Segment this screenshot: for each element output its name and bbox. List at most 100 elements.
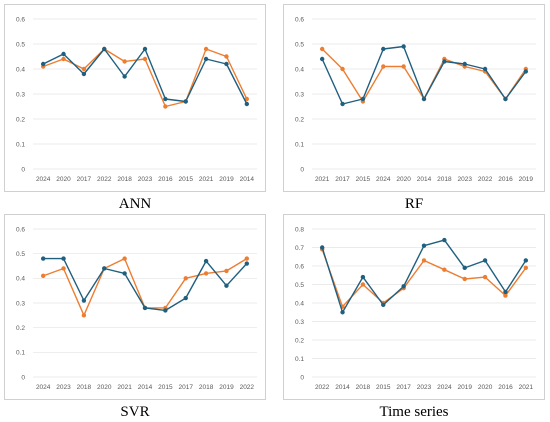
- svr-data-point-orange: [81, 313, 87, 318]
- svr-data-point-blue: [122, 271, 127, 276]
- ann-x-tick-label: 2022: [97, 176, 112, 183]
- time-series-x-tick-label: 2022: [315, 384, 330, 391]
- ann-data-point-blue: [224, 61, 229, 67]
- time-series-data-point-blue: [421, 243, 427, 248]
- time-series-y-tick-label: 0.1: [295, 356, 304, 363]
- ann-x-tick-label: 2021: [199, 176, 214, 183]
- svr-y-tick-label: 0: [21, 374, 25, 381]
- time-series-y-tick-label: 0.6: [295, 263, 304, 270]
- time-series-series-line-blue: [321, 239, 527, 314]
- ann-x-tick-label: 2015: [178, 176, 193, 183]
- rf-y-tick-label: 0.2: [295, 116, 304, 123]
- ann-data-point-blue: [183, 99, 188, 104]
- rf-x-tick-label: 2014: [417, 176, 432, 183]
- ann-data-point-blue: [81, 71, 87, 77]
- rf-y-tick-label: 0.1: [295, 141, 304, 148]
- time-series-y-tick-label: 0.2: [295, 337, 304, 344]
- time-series-data-point-orange: [462, 276, 467, 282]
- rf-data-point-blue: [523, 69, 529, 74]
- time-series-x-tick-label: 2023: [417, 384, 432, 391]
- time-series-x-tick-label: 2016: [498, 384, 513, 391]
- ann-data-point-blue: [61, 51, 66, 57]
- rf-y-tick-label: 0.4: [295, 66, 304, 73]
- svr-data-point-blue: [163, 308, 168, 313]
- chart-ann: 0 0.1 0.2 0.3 0.4 0.5 0.6 2024 2020 2017 2022 2018 2…: [16, 16, 257, 183]
- ann-y-tick-label: 0.2: [16, 116, 25, 123]
- svr-x-tick-label: 2023: [56, 384, 71, 391]
- svr-data-point-blue: [244, 261, 250, 266]
- svr-y-tick-label: 0.4: [16, 276, 25, 283]
- rf-y-tick-label: 0.5: [295, 41, 304, 48]
- caption-rf: RF: [404, 196, 424, 212]
- svr-data-point-orange: [224, 268, 229, 274]
- chart-time-series: 0 0.1 0.2 0.3 0.4 0.5 0.6 0.7 0.8 2022 2014 2018 201…: [295, 226, 536, 391]
- ann-x-tick-label: 2016: [158, 176, 173, 183]
- time-series-x-tick-label: 2015: [376, 384, 391, 391]
- svr-y-tick-label: 0.1: [16, 350, 25, 357]
- ann-data-point-blue: [102, 46, 107, 52]
- time-series-x-tick-label: 2020: [478, 384, 493, 391]
- rf-data-point-blue: [421, 96, 427, 102]
- ann-data-point-blue: [122, 74, 127, 79]
- svr-y-tick-label: 0.6: [16, 226, 25, 233]
- rf-data-point-blue: [462, 61, 467, 67]
- rf-y-tick-label: 0.6: [295, 16, 304, 23]
- rf-x-tick-label: 2020: [396, 176, 411, 183]
- svr-data-point-orange: [40, 273, 46, 279]
- time-series-data-point-blue: [462, 265, 467, 271]
- ann-data-point-blue: [203, 56, 209, 62]
- chart-panel-ann: 0 0.1 0.2 0.3 0.4 0.5 0.6 2024 2020 2017 2022 2018 2…: [4, 4, 266, 192]
- ann-data-point-orange: [81, 66, 87, 72]
- rf-data-point-blue: [503, 96, 508, 102]
- rf-x-tick-label: 2019: [519, 176, 534, 183]
- svr-data-point-blue: [40, 256, 46, 261]
- ann-y-tick-label: 0.5: [16, 41, 25, 48]
- time-series-data-point-blue: [503, 289, 508, 295]
- svr-data-point-blue: [102, 266, 107, 271]
- svr-y-tick-label: 0.5: [16, 251, 25, 258]
- ann-data-point-orange: [61, 56, 66, 62]
- rf-x-tick-label: 2017: [335, 176, 350, 183]
- ann-data-point-orange: [163, 104, 168, 109]
- rf-data-point-blue: [340, 101, 345, 107]
- svr-data-point-orange: [244, 256, 250, 261]
- ann-data-point-orange: [244, 96, 250, 102]
- time-series-y-tick-label: 0.3: [295, 319, 304, 326]
- svr-x-tick-label: 2018: [199, 384, 214, 391]
- rf-data-point-blue: [319, 56, 325, 62]
- time-series-data-point-blue: [523, 258, 529, 263]
- svr-x-tick-label: 2024: [36, 384, 51, 391]
- svr-data-point-blue: [81, 298, 87, 303]
- time-series-data-point-orange: [503, 293, 508, 298]
- ann-y-tick-label: 0.4: [16, 66, 25, 73]
- ann-x-tick-label: 2024: [36, 176, 51, 183]
- svr-x-tick-label: 2018: [77, 384, 92, 391]
- time-series-x-tick-label: 2017: [396, 384, 411, 391]
- ann-data-point-orange: [122, 59, 127, 64]
- ann-x-tick-label: 2023: [138, 176, 153, 183]
- svr-x-tick-label: 2020: [97, 384, 112, 391]
- ann-y-tick-label: 0: [21, 166, 25, 173]
- ann-x-tick-label: 2017: [77, 176, 92, 183]
- time-series-data-point-orange: [442, 267, 447, 272]
- rf-data-point-blue: [401, 44, 406, 49]
- rf-x-tick-label: 2021: [315, 176, 330, 183]
- time-series-data-point-blue: [482, 258, 488, 263]
- time-series-data-point-blue: [360, 274, 366, 280]
- rf-data-point-blue: [360, 96, 366, 102]
- ann-y-tick-label: 0.1: [16, 141, 25, 148]
- ann-data-point-orange: [203, 46, 209, 52]
- rf-data-point-blue: [482, 66, 488, 72]
- rf-x-tick-label: 2022: [478, 176, 493, 183]
- svr-x-tick-label: 2019: [219, 384, 234, 391]
- rf-data-point-orange: [340, 66, 345, 72]
- time-series-data-point-orange: [360, 282, 366, 287]
- time-series-x-tick-label: 2021: [519, 384, 534, 391]
- time-series-x-tick-label: 2024: [437, 384, 452, 391]
- rf-x-tick-label: 2023: [457, 176, 472, 183]
- ann-x-tick-label: 2018: [117, 176, 132, 183]
- ann-y-tick-label: 0.6: [16, 16, 25, 23]
- svr-data-point-orange: [122, 256, 127, 261]
- chart-panel-svr: 0 0.1 0.2 0.3 0.4 0.5 0.6 2024 2023 2018 2020 2021 2…: [4, 214, 266, 400]
- rf-data-point-blue: [442, 59, 447, 64]
